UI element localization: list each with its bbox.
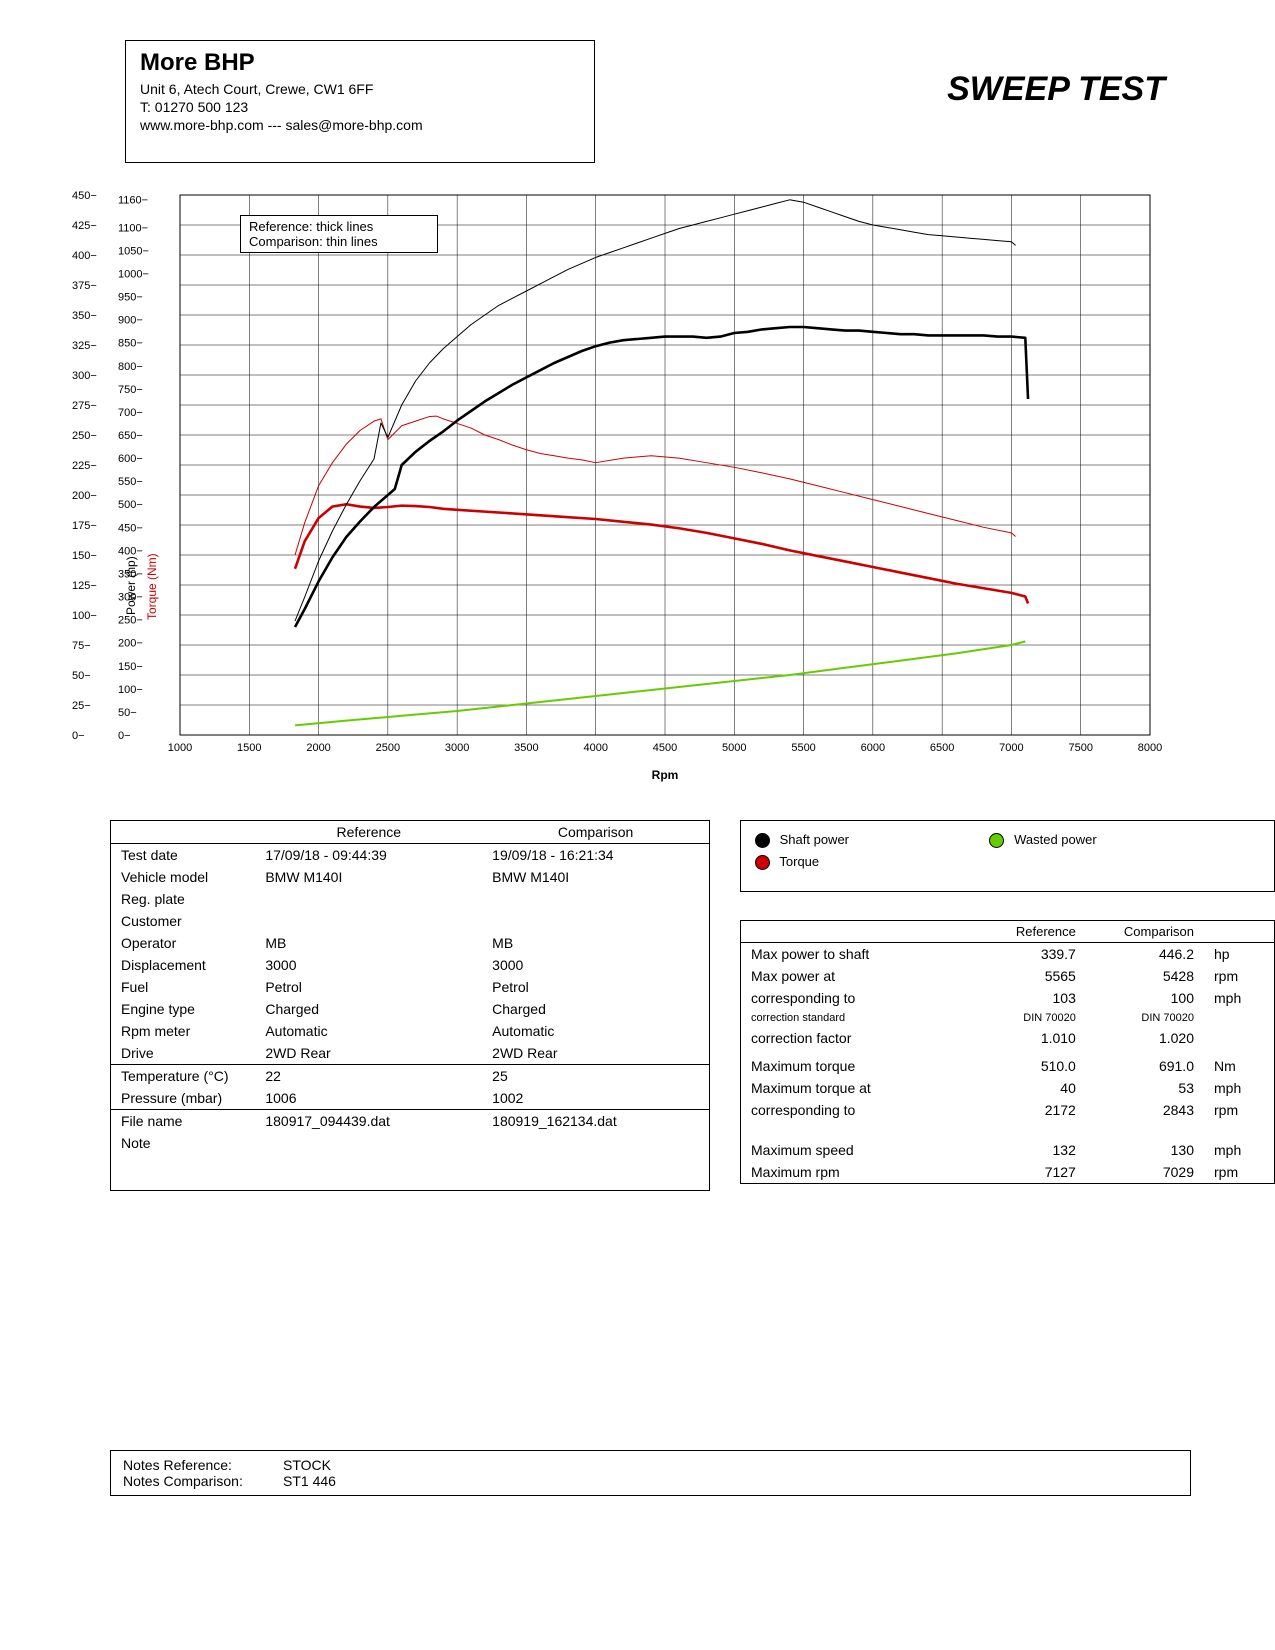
svg-text:650−: 650− (118, 430, 143, 442)
notes-box: Notes Reference:STOCK Notes Comparison:S… (110, 1450, 1191, 1496)
legend-ref-line: Reference: thick lines (249, 219, 429, 234)
dot-icon (755, 855, 770, 870)
svg-text:1100−: 1100− (118, 222, 148, 234)
svg-text:2500: 2500 (376, 742, 400, 754)
svg-text:450−: 450− (72, 190, 97, 202)
svg-text:950−: 950− (118, 292, 143, 304)
svg-text:700−: 700− (118, 407, 143, 419)
svg-text:0−: 0− (72, 730, 85, 742)
svg-text:4000: 4000 (583, 742, 607, 754)
svg-text:1000−: 1000− (118, 268, 149, 280)
svg-text:550−: 550− (118, 476, 143, 488)
svg-text:325−: 325− (72, 340, 97, 352)
info-table: ReferenceComparisonTest date17/09/18 - 0… (110, 820, 710, 1191)
svg-text:250−: 250− (72, 430, 97, 442)
legend-cmp-line: Comparison: thin lines (249, 234, 429, 249)
report-title: SWEEP TEST (947, 70, 1165, 109)
svg-text:7000: 7000 (999, 742, 1023, 754)
svg-text:175−: 175− (72, 520, 97, 532)
svg-text:900−: 900− (118, 315, 143, 327)
svg-text:8000: 8000 (1138, 742, 1162, 754)
svg-text:100−: 100− (118, 684, 143, 696)
svg-text:425−: 425− (72, 220, 97, 232)
svg-text:3500: 3500 (514, 742, 538, 754)
notes-ref-value: STOCK (283, 1457, 331, 1473)
svg-text:2000: 2000 (306, 742, 330, 754)
company-address: Unit 6, Atech Court, Crewe, CW1 6FF (140, 81, 580, 97)
svg-text:225−: 225− (72, 460, 97, 472)
svg-text:500−: 500− (118, 499, 143, 511)
svg-text:6000: 6000 (861, 742, 885, 754)
dyno-chart: Power (hp) Torque (Nm) 1000 1500 2000 2500 3… (70, 185, 1180, 785)
page: More BHP Unit 6, Atech Court, Crewe, CW1… (0, 0, 1275, 1650)
legend-shaft-power: Shaft power (755, 832, 985, 848)
svg-text:250−: 250− (118, 615, 143, 627)
svg-text:1160−: 1160− (118, 195, 148, 207)
notes-cmp-value: ST1 446 (283, 1473, 336, 1489)
lower-section: ReferenceComparisonTest date17/09/18 - 0… (110, 820, 1165, 1191)
svg-text:850−: 850− (118, 338, 143, 350)
svg-text:Rpm: Rpm (652, 768, 679, 782)
svg-text:6500: 6500 (930, 742, 954, 754)
svg-text:200−: 200− (118, 638, 143, 650)
legend-shaft-label: Shaft power (780, 832, 849, 847)
y-axis-power-label: Power (hp) (124, 556, 138, 615)
svg-text:200−: 200− (72, 490, 97, 502)
svg-text:750−: 750− (118, 384, 143, 396)
svg-text:400−: 400− (72, 250, 97, 262)
svg-text:375−: 375− (72, 280, 97, 292)
company-name: More BHP (140, 49, 580, 77)
svg-text:5000: 5000 (722, 742, 746, 754)
company-web: www.more-bhp.com --- sales@more-bhp.com (140, 117, 580, 133)
svg-text:150−: 150− (72, 550, 97, 562)
notes-ref-label: Notes Reference: (123, 1457, 283, 1473)
svg-text:3000: 3000 (445, 742, 469, 754)
svg-text:350−: 350− (72, 310, 97, 322)
svg-text:1000: 1000 (168, 742, 192, 754)
dot-icon (755, 833, 770, 848)
svg-text:150−: 150− (118, 661, 143, 673)
svg-text:0−: 0− (118, 730, 131, 742)
company-tel: T: 01270 500 123 (140, 99, 580, 115)
legend-wasted-power: Wasted power (989, 832, 1096, 848)
svg-text:4500: 4500 (653, 742, 677, 754)
svg-text:100−: 100− (72, 610, 97, 622)
series-legend: Shaft power Wasted power Torque (740, 820, 1275, 892)
dot-icon (989, 833, 1004, 848)
svg-text:1050−: 1050− (118, 245, 149, 257)
svg-text:450−: 450− (118, 522, 143, 534)
svg-text:5500: 5500 (791, 742, 815, 754)
svg-text:50−: 50− (72, 670, 91, 682)
legend-torque-label: Torque (779, 854, 819, 869)
legend-torque: Torque (755, 854, 1260, 870)
svg-text:7500: 7500 (1068, 742, 1092, 754)
ref-cmp-legend: Reference: thick lines Comparison: thin … (240, 215, 438, 253)
svg-text:125−: 125− (72, 580, 97, 592)
svg-text:75−: 75− (72, 640, 91, 652)
results-table: ReferenceComparisonMax power to shaft339… (740, 920, 1275, 1184)
y-axis-torque-label: Torque (Nm) (145, 553, 159, 620)
notes-cmp-label: Notes Comparison: (123, 1473, 283, 1489)
svg-text:50−: 50− (118, 707, 137, 719)
svg-text:600−: 600− (118, 453, 143, 465)
header-box: More BHP Unit 6, Atech Court, Crewe, CW1… (125, 40, 595, 163)
svg-text:800−: 800− (118, 361, 143, 373)
legend-wasted-label: Wasted power (1014, 832, 1097, 847)
svg-text:275−: 275− (72, 400, 97, 412)
right-column: Shaft power Wasted power Torque Referenc… (740, 820, 1275, 1184)
svg-text:1500: 1500 (237, 742, 261, 754)
svg-text:300−: 300− (72, 370, 97, 382)
svg-text:25−: 25− (72, 700, 91, 712)
